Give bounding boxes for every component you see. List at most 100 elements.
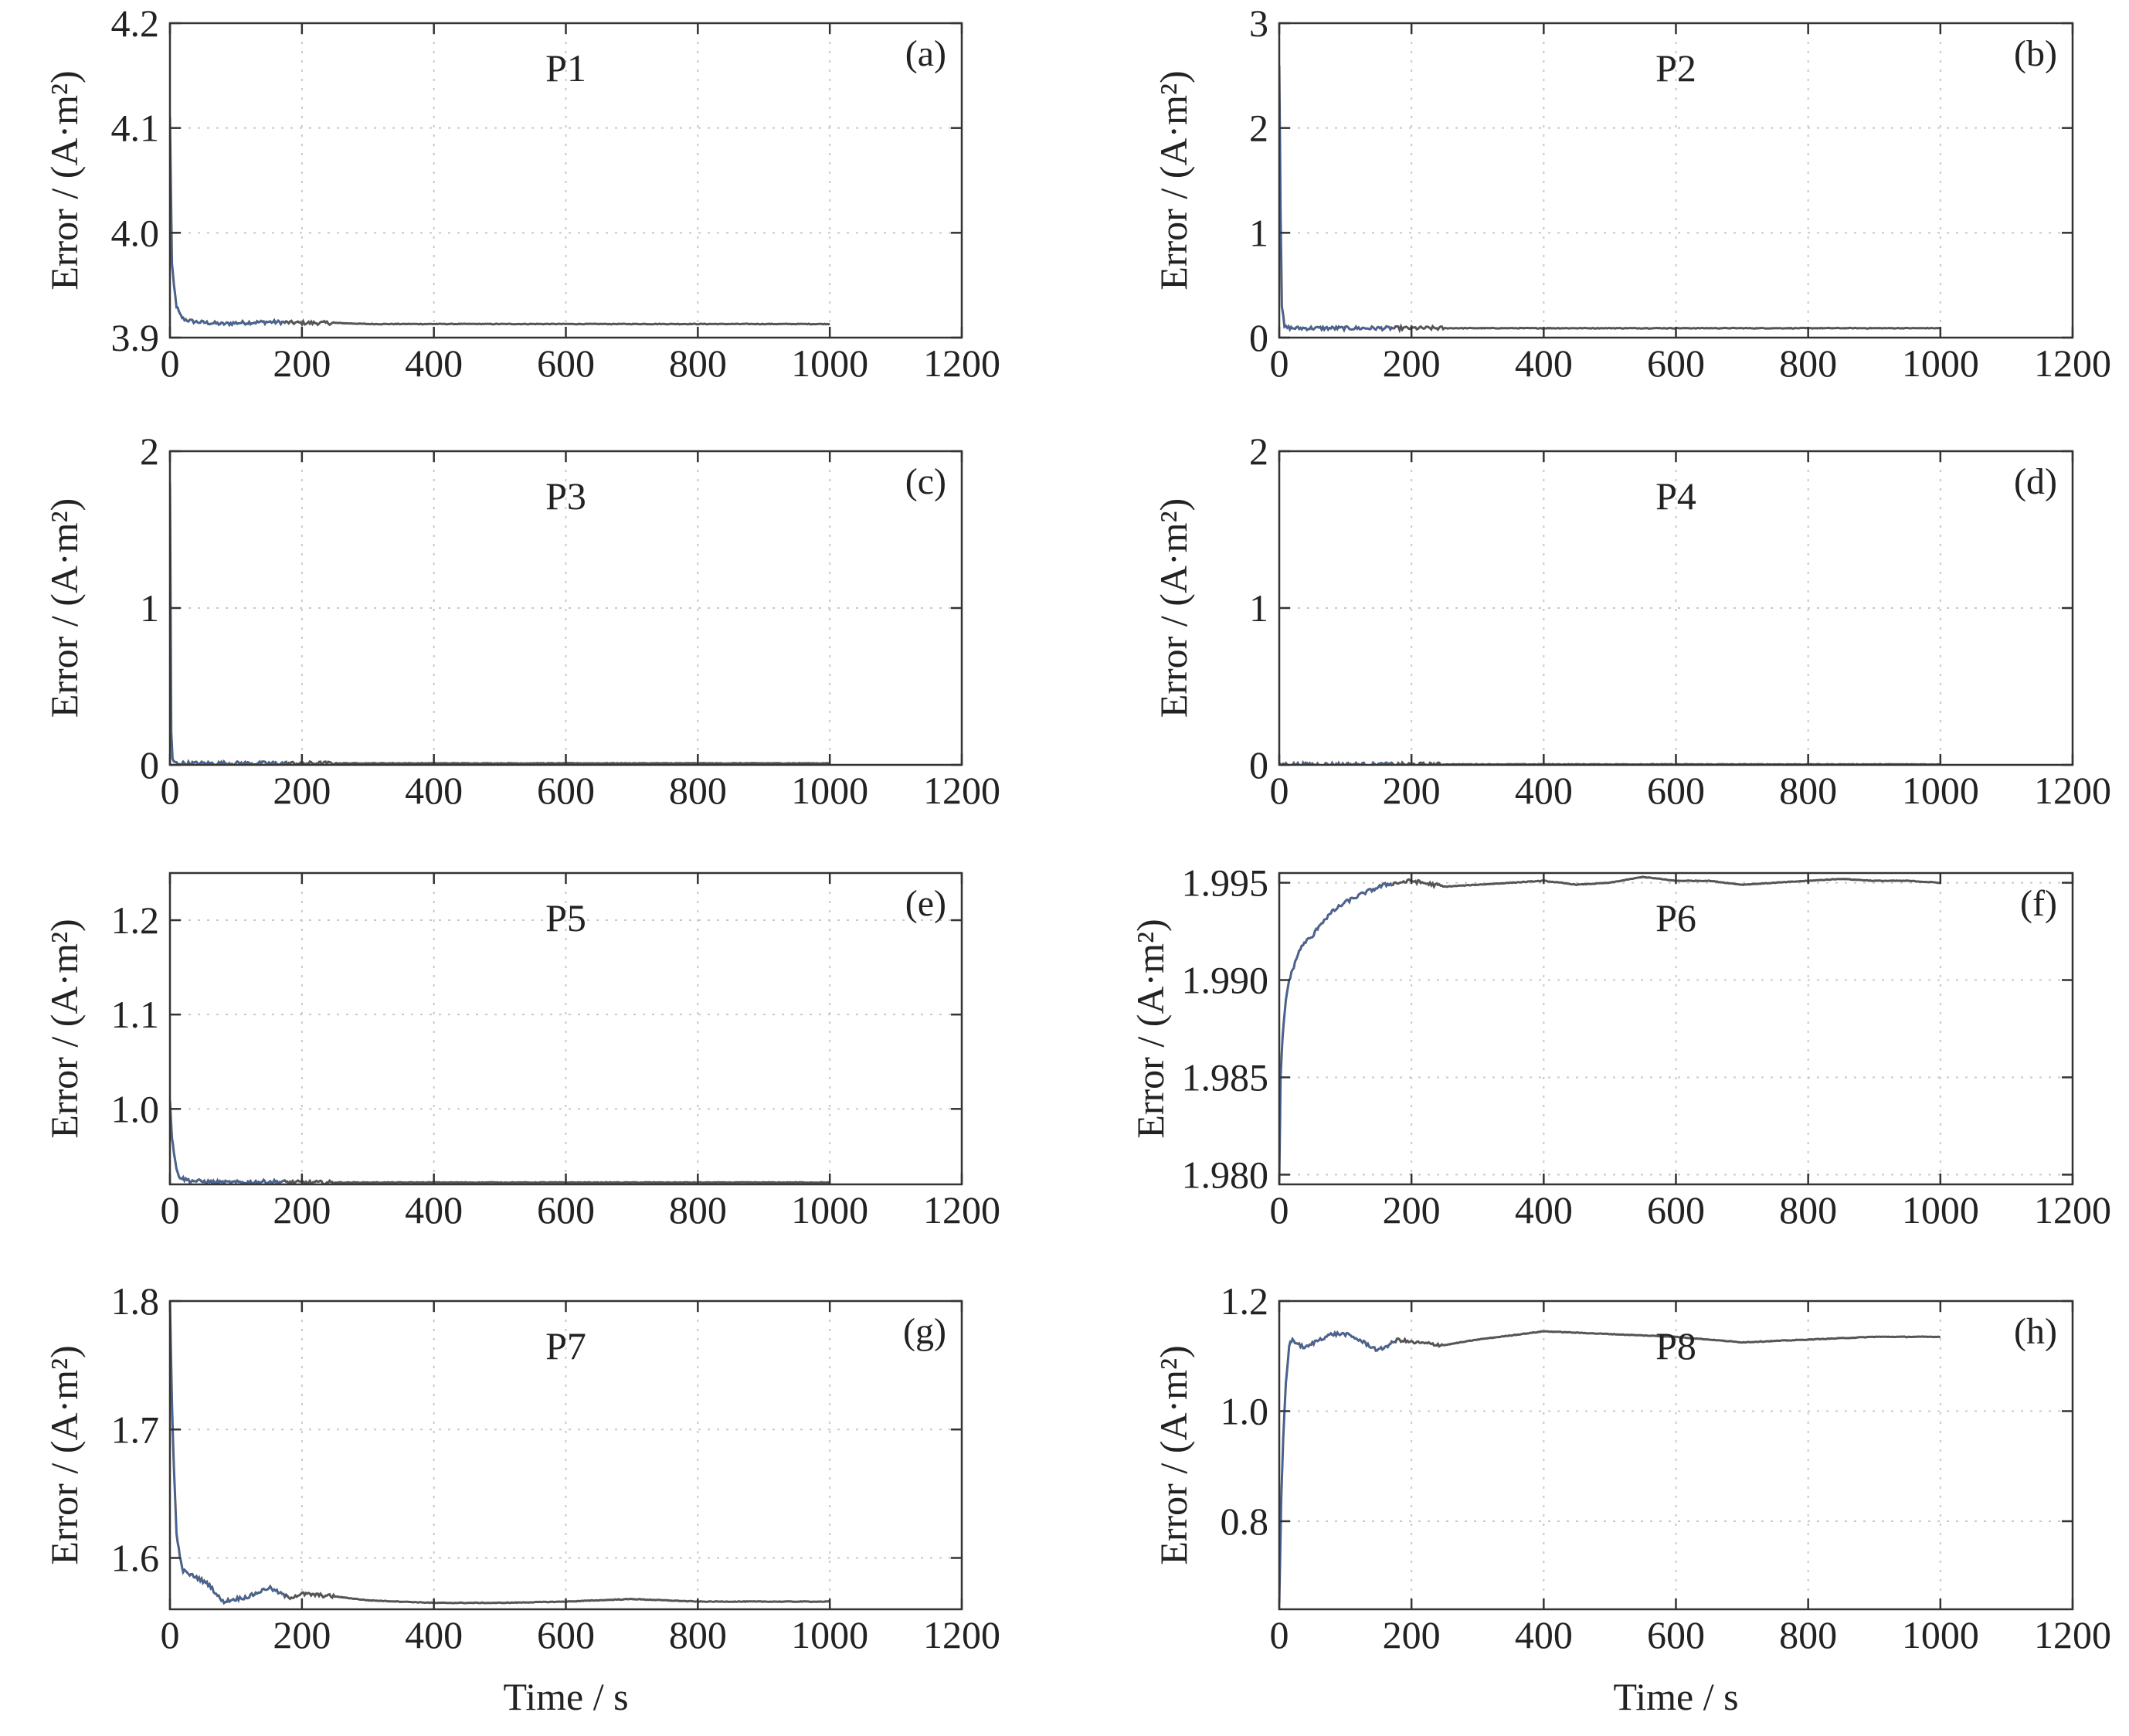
x-tick-label: 800 bbox=[1779, 769, 1837, 812]
x-tick-label: 800 bbox=[669, 341, 727, 385]
x-tick-label: 200 bbox=[273, 1188, 331, 1232]
x-tick-label: 600 bbox=[1647, 341, 1705, 385]
chart-panel-p7: 0 200 400 600 800 1000 1200 1.6 1.7 1.8 Error / (A… bbox=[42, 1279, 1000, 1718]
y-tick-label: 4.2 bbox=[111, 2, 160, 45]
y-tick-label: 1 bbox=[140, 586, 159, 630]
chart-panel-p8: 0 200 400 600 800 1000 1200 0.8 1.0 1.2 Error / (A… bbox=[1152, 1279, 2111, 1718]
y-tick-label: 1.995 bbox=[1182, 861, 1269, 905]
series-line bbox=[170, 1301, 830, 1605]
y-tick-label: 1.980 bbox=[1182, 1153, 1269, 1196]
panel-tag: (h) bbox=[2014, 1311, 2057, 1352]
series-line bbox=[170, 483, 830, 765]
x-tick-label: 600 bbox=[537, 341, 595, 385]
x-tick-label: 800 bbox=[669, 1188, 727, 1232]
y-tick-label: 0 bbox=[140, 743, 159, 786]
y-axis-label: Error / (A·m²) bbox=[42, 498, 86, 718]
panel-title: P7 bbox=[545, 1324, 586, 1367]
panel-title: P1 bbox=[545, 46, 586, 90]
x-tick-label: 1000 bbox=[791, 1188, 868, 1232]
series-line-early bbox=[1279, 65, 1394, 332]
y-axis-label: Error / (A·m²) bbox=[1152, 1345, 1195, 1564]
y-tick-label: 4.1 bbox=[111, 107, 160, 150]
panel-tag: (g) bbox=[903, 1311, 946, 1352]
x-tick-label: 1000 bbox=[1902, 769, 1979, 812]
x-tick-label: 0 bbox=[1270, 1188, 1289, 1232]
y-tick-label: 2 bbox=[140, 430, 159, 473]
y-tick-label: 4.0 bbox=[111, 211, 160, 254]
panel-tag: (e) bbox=[905, 883, 946, 924]
y-tick-label: 1.2 bbox=[111, 899, 160, 942]
x-tick-label: 1200 bbox=[2034, 769, 2111, 812]
y-tick-label: 1.8 bbox=[111, 1279, 160, 1323]
y-tick-label: 1 bbox=[1249, 586, 1268, 630]
y-tick-label: 1.0 bbox=[1221, 1390, 1269, 1433]
series-line bbox=[170, 117, 830, 328]
y-tick-label: 0 bbox=[1249, 743, 1268, 786]
x-tick-label: 200 bbox=[1383, 341, 1441, 385]
x-tick-label: 200 bbox=[1383, 769, 1441, 812]
chart-panel-p5: 0 200 400 600 800 1000 1200 1.0 1.1 1.2 Error / (A… bbox=[42, 871, 1000, 1232]
y-tick-label: 1.6 bbox=[111, 1537, 160, 1580]
y-axis-label: Error / (A·m²) bbox=[42, 70, 86, 290]
panel-title: P5 bbox=[545, 896, 586, 939]
y-axis-label: Error / (A·m²) bbox=[1129, 919, 1172, 1138]
series-line-early bbox=[170, 117, 286, 327]
x-tick-label: 600 bbox=[1647, 1613, 1705, 1656]
x-tick-label: 800 bbox=[669, 1613, 727, 1656]
x-tick-label: 400 bbox=[405, 1188, 463, 1232]
x-tick-label: 600 bbox=[537, 1188, 595, 1232]
x-tick-label: 200 bbox=[273, 341, 331, 385]
series-line-early bbox=[170, 1301, 286, 1605]
x-tick-label: 200 bbox=[1383, 1188, 1441, 1232]
x-tick-label: 1000 bbox=[791, 341, 868, 385]
x-tick-label: 1200 bbox=[2034, 1188, 2111, 1232]
panel-tag: (a) bbox=[905, 33, 946, 74]
series-line bbox=[170, 1100, 830, 1184]
series-line-early bbox=[170, 483, 286, 765]
x-tick-label: 1000 bbox=[1902, 341, 1979, 385]
chart-panel-p4: 0 200 400 600 800 1000 1200 0 1 2 Error / (A·m²) P4… bbox=[1152, 430, 2111, 812]
series-line-early bbox=[1279, 882, 1394, 1181]
x-tick-label: 1200 bbox=[923, 1188, 1000, 1232]
x-tick-label: 400 bbox=[405, 1613, 463, 1656]
x-tick-label: 1000 bbox=[791, 1613, 868, 1656]
y-axis-label: Error / (A·m²) bbox=[42, 1345, 86, 1564]
x-tick-label: 1200 bbox=[923, 341, 1000, 385]
x-tick-label: 200 bbox=[1383, 1613, 1441, 1656]
series-line bbox=[1279, 65, 1941, 334]
x-tick-label: 1200 bbox=[2034, 341, 2111, 385]
x-tick-label: 1200 bbox=[923, 769, 1000, 812]
series-line bbox=[1279, 875, 1941, 1181]
x-tick-label: 0 bbox=[161, 1613, 180, 1656]
x-tick-label: 600 bbox=[537, 1613, 595, 1656]
y-tick-label: 2 bbox=[1249, 107, 1268, 150]
x-tick-label: 0 bbox=[161, 341, 180, 385]
x-tick-label: 0 bbox=[1270, 341, 1289, 385]
x-tick-label: 600 bbox=[537, 769, 595, 812]
panel-tag: (f) bbox=[2020, 883, 2057, 924]
y-tick-label: 3.9 bbox=[111, 316, 160, 359]
x-tick-label: 1000 bbox=[1902, 1613, 1979, 1656]
panel-tag: (d) bbox=[2014, 461, 2057, 502]
y-tick-label: 1.990 bbox=[1182, 959, 1269, 1002]
y-axis-label: Error / (A·m²) bbox=[1152, 70, 1195, 290]
x-axis-label: Time / s bbox=[1613, 1675, 1738, 1718]
x-tick-label: 800 bbox=[1779, 1613, 1837, 1656]
x-tick-label: 1200 bbox=[2034, 1613, 2111, 1656]
x-tick-label: 800 bbox=[1779, 341, 1837, 385]
panel-title: P3 bbox=[545, 474, 586, 518]
y-tick-label: 1.7 bbox=[111, 1408, 160, 1451]
y-tick-label: 1.2 bbox=[1221, 1279, 1269, 1323]
x-tick-label: 200 bbox=[273, 769, 331, 812]
chart-panel-p1: 0 200 400 600 800 1000 1200 3.9 4.0 4.1 4.2 Error /… bbox=[42, 2, 1000, 385]
x-tick-label: 400 bbox=[1515, 1613, 1573, 1656]
x-tick-label: 400 bbox=[405, 341, 463, 385]
x-tick-label: 1000 bbox=[791, 769, 868, 812]
y-tick-label: 3 bbox=[1249, 2, 1268, 45]
x-tick-label: 800 bbox=[669, 769, 727, 812]
y-axis-label: Error / (A·m²) bbox=[42, 919, 86, 1138]
y-tick-label: 1 bbox=[1249, 211, 1268, 254]
x-tick-label: 600 bbox=[1647, 769, 1705, 812]
series-line bbox=[1279, 1330, 1941, 1604]
